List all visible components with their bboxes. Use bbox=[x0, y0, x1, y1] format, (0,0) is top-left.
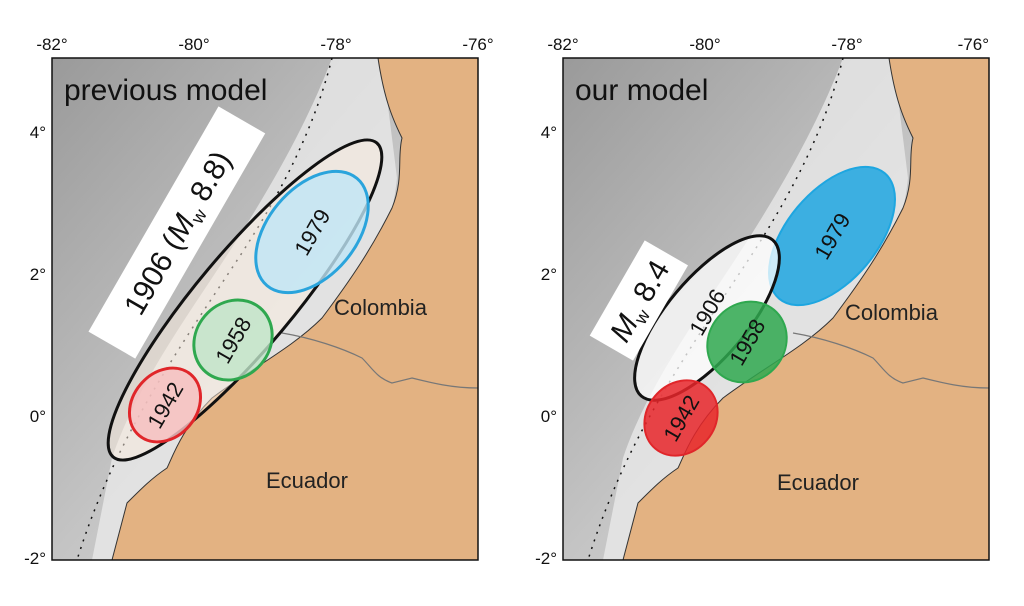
x-tick-label: -82° bbox=[547, 35, 578, 54]
y-tick-label: 2° bbox=[30, 265, 46, 284]
panel-title: previous model bbox=[64, 74, 267, 107]
y-tick-label: 0° bbox=[541, 407, 557, 426]
rupture-1958 bbox=[706, 300, 788, 384]
axis-labels-left: -82° -80° -78° -76° 4° 2° 0° -2° bbox=[24, 35, 494, 568]
x-tick-label: -82° bbox=[36, 35, 67, 54]
country-label: Ecuador bbox=[777, 470, 859, 495]
y-tick-label: -2° bbox=[24, 549, 46, 568]
y-tick-label: -2° bbox=[535, 549, 557, 568]
y-tick-label: 4° bbox=[30, 123, 46, 142]
country-label: Colombia bbox=[845, 300, 939, 325]
country-label: Ecuador bbox=[266, 468, 348, 493]
y-tick-label: 2° bbox=[541, 265, 557, 284]
panel-title: our model bbox=[575, 74, 708, 107]
y-tick-label: 4° bbox=[541, 123, 557, 142]
x-tick-label: -80° bbox=[178, 35, 209, 54]
x-tick-label: -78° bbox=[320, 35, 351, 54]
x-tick-label: -78° bbox=[831, 35, 862, 54]
country-label: Colombia bbox=[334, 295, 428, 320]
rupture-1979 bbox=[768, 165, 896, 307]
rupture-1979 bbox=[254, 169, 370, 295]
y-tick-label: 0° bbox=[30, 407, 46, 426]
x-tick-label: -80° bbox=[689, 35, 720, 54]
panel-ours: our model 1979 1906 1958 1942 Mw 8.4 Col… bbox=[562, 57, 990, 561]
rupture-1942 bbox=[643, 379, 719, 457]
axis-labels-right: -82° -80° -78° -76° 4° 2° 0° -2° bbox=[535, 35, 989, 568]
x-tick-label: -76° bbox=[958, 35, 989, 54]
rupture-1958 bbox=[192, 298, 274, 382]
x-tick-label: -76° bbox=[462, 35, 493, 54]
rupture-1942 bbox=[127, 366, 203, 444]
panel-previous: previous model 1979 1958 1942 1906 (Mw 8… bbox=[51, 57, 479, 561]
